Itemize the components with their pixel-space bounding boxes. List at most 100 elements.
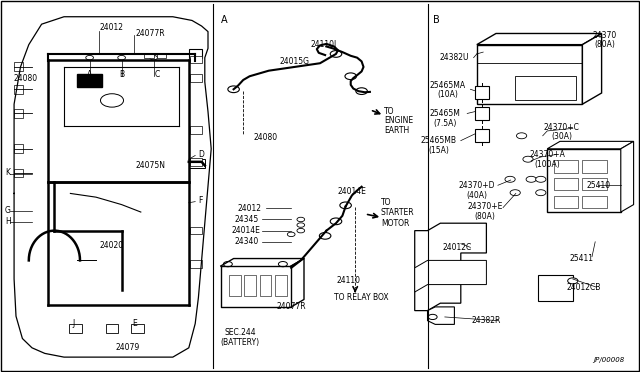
- Circle shape: [526, 176, 536, 182]
- Bar: [190, 56, 202, 63]
- Circle shape: [223, 262, 232, 267]
- Bar: [189, 49, 202, 58]
- Text: MOTOR: MOTOR: [381, 219, 409, 228]
- Bar: [14, 85, 23, 94]
- Bar: [69, 324, 82, 333]
- Circle shape: [523, 156, 533, 162]
- Text: 24382R: 24382R: [472, 316, 501, 325]
- Circle shape: [428, 314, 437, 320]
- Bar: [229, 275, 241, 296]
- Text: 24370+D: 24370+D: [458, 181, 495, 190]
- Circle shape: [319, 232, 331, 239]
- Circle shape: [278, 262, 287, 267]
- Text: (80A): (80A): [595, 40, 615, 49]
- Text: (7.5A): (7.5A): [433, 119, 456, 128]
- Circle shape: [340, 202, 351, 209]
- Text: 24080: 24080: [13, 74, 38, 83]
- Bar: [275, 275, 287, 296]
- Text: TO: TO: [384, 107, 394, 116]
- Text: 24345: 24345: [234, 215, 259, 224]
- Circle shape: [118, 55, 125, 60]
- Bar: [106, 324, 118, 333]
- Circle shape: [297, 223, 305, 227]
- Text: 25465MB: 25465MB: [420, 136, 456, 145]
- Text: 24370+E: 24370+E: [467, 202, 503, 211]
- Text: (40A): (40A): [467, 191, 487, 200]
- Text: 24110: 24110: [337, 276, 361, 285]
- Circle shape: [330, 51, 342, 57]
- Bar: [475, 107, 489, 120]
- Circle shape: [150, 55, 157, 60]
- Bar: [190, 227, 202, 234]
- Text: 24012C: 24012C: [442, 243, 472, 252]
- Bar: [157, 53, 166, 58]
- Text: 24075N: 24075N: [136, 161, 165, 170]
- Text: F: F: [198, 196, 203, 205]
- Bar: [14, 109, 23, 118]
- Text: 24014E: 24014E: [232, 226, 261, 235]
- Bar: [582, 178, 607, 190]
- Bar: [515, 76, 576, 100]
- Text: 24370+C: 24370+C: [544, 123, 580, 132]
- Text: K: K: [5, 169, 10, 177]
- Bar: [14, 62, 23, 71]
- Circle shape: [505, 176, 515, 182]
- Text: 25465M: 25465M: [429, 109, 460, 118]
- Text: (100A): (100A): [534, 160, 560, 169]
- Text: 24014E: 24014E: [337, 187, 367, 196]
- Text: (10A): (10A): [438, 90, 458, 99]
- Circle shape: [536, 176, 546, 182]
- Text: 24080: 24080: [253, 133, 278, 142]
- Circle shape: [297, 228, 305, 233]
- Circle shape: [516, 133, 527, 139]
- Polygon shape: [477, 33, 602, 45]
- Bar: [582, 196, 607, 208]
- Text: 24020: 24020: [100, 241, 124, 250]
- Bar: [77, 74, 102, 87]
- Bar: [475, 86, 489, 99]
- Text: 24110J: 24110J: [310, 40, 337, 49]
- Text: TO: TO: [381, 198, 391, 207]
- Polygon shape: [415, 223, 486, 311]
- Text: J: J: [72, 319, 75, 328]
- Text: H: H: [5, 217, 11, 226]
- Bar: [554, 196, 578, 208]
- Bar: [538, 275, 573, 301]
- Text: (15A): (15A): [428, 146, 449, 155]
- Bar: [131, 324, 144, 333]
- Circle shape: [345, 73, 356, 80]
- Text: 24015G: 24015G: [280, 57, 309, 66]
- Text: (BATTERY): (BATTERY): [220, 338, 260, 347]
- Bar: [14, 169, 23, 177]
- Text: ENGINE: ENGINE: [384, 116, 413, 125]
- Polygon shape: [582, 33, 602, 104]
- Circle shape: [287, 232, 295, 237]
- Text: 24079: 24079: [116, 343, 140, 352]
- Circle shape: [568, 278, 578, 284]
- Text: G: G: [5, 206, 11, 215]
- Text: 25465MA: 25465MA: [430, 81, 466, 90]
- Bar: [547, 149, 621, 212]
- Text: 24370: 24370: [593, 31, 617, 40]
- Text: E: E: [132, 319, 137, 328]
- Text: A: A: [221, 16, 227, 25]
- Bar: [14, 144, 23, 153]
- Text: 24012CB: 24012CB: [566, 283, 601, 292]
- Circle shape: [100, 94, 124, 107]
- Text: TO RELAY BOX: TO RELAY BOX: [334, 293, 389, 302]
- Text: 24012: 24012: [100, 23, 124, 32]
- Text: 24370+A: 24370+A: [529, 150, 565, 159]
- Bar: [260, 275, 271, 296]
- Bar: [144, 53, 154, 58]
- Text: (30A): (30A): [552, 132, 572, 141]
- Text: EARTH: EARTH: [384, 126, 409, 135]
- Circle shape: [228, 86, 239, 93]
- Text: C: C: [154, 70, 159, 79]
- Text: SEC.244: SEC.244: [224, 328, 256, 337]
- Bar: [477, 45, 582, 104]
- Text: JP/00008: JP/00008: [593, 357, 624, 363]
- Circle shape: [356, 88, 367, 94]
- Polygon shape: [547, 141, 634, 149]
- Text: STARTER: STARTER: [381, 208, 415, 217]
- Bar: [190, 260, 202, 268]
